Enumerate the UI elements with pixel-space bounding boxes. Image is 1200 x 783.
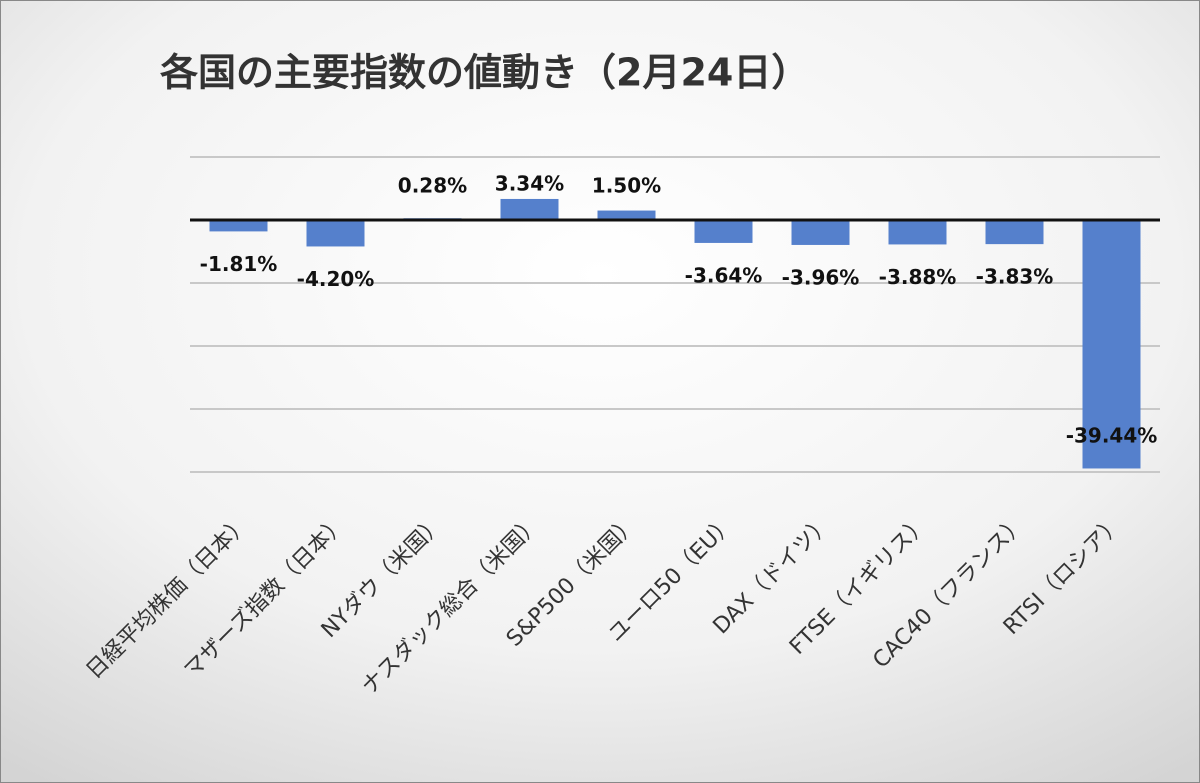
bar xyxy=(888,220,947,245)
data-label: -39.44% xyxy=(1066,424,1158,448)
bar xyxy=(209,220,268,232)
data-label: 1.50% xyxy=(592,174,661,198)
bar xyxy=(985,220,1044,245)
bar xyxy=(791,220,850,245)
data-label: 3.34% xyxy=(495,171,564,195)
data-label: -3.83% xyxy=(976,265,1054,289)
data-label: -3.88% xyxy=(879,265,957,289)
data-label: -1.81% xyxy=(200,252,278,276)
data-label: -3.96% xyxy=(782,265,860,289)
bar xyxy=(597,210,656,220)
bar xyxy=(306,220,365,247)
bar xyxy=(500,198,559,220)
bar xyxy=(694,220,753,243)
bar xyxy=(1082,220,1141,469)
data-label: -3.64% xyxy=(685,263,763,287)
data-label: 0.28% xyxy=(398,174,467,198)
data-label: -4.20% xyxy=(297,267,375,291)
chart-title: 各国の主要指数の値動き（2月24日） xyxy=(160,51,809,95)
